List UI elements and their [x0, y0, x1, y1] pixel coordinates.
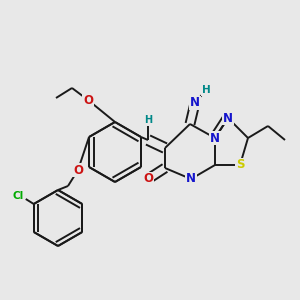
Text: N: N [210, 131, 220, 145]
Text: H: H [144, 115, 152, 125]
Text: S: S [236, 158, 244, 172]
Text: N: N [223, 112, 233, 124]
Text: O: O [143, 172, 153, 185]
Text: N: N [190, 97, 200, 110]
Text: H: H [202, 85, 210, 95]
Text: O: O [73, 164, 83, 176]
Text: O: O [83, 94, 93, 106]
Text: Cl: Cl [12, 191, 23, 201]
Text: N: N [186, 172, 196, 185]
